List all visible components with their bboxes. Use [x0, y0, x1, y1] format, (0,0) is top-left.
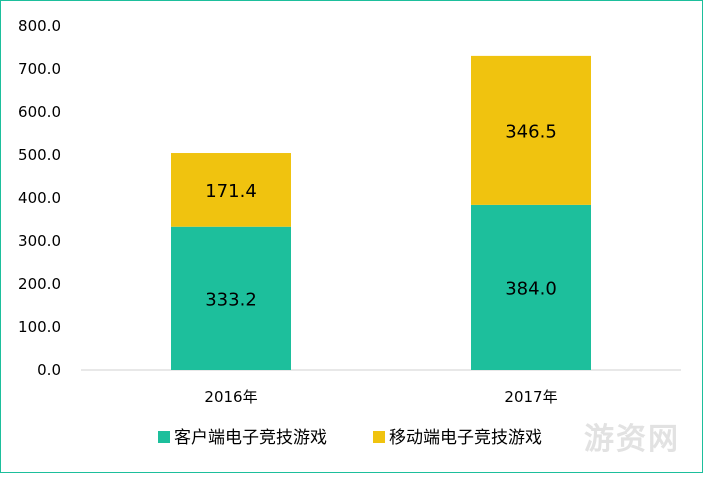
data-label: 346.5 [505, 121, 557, 142]
y-tick-label: 300.0 [18, 232, 61, 250]
y-tick-label: 100.0 [18, 318, 61, 336]
x-tick-label: 2017年 [504, 388, 557, 406]
legend-swatch [373, 431, 385, 443]
y-tick-label: 500.0 [18, 146, 61, 164]
legend: 客户端电子竞技游戏 移动端电子竞技游戏 [158, 428, 542, 448]
x-axis-labels: 2016年 2017年 [204, 388, 557, 406]
data-label: 333.2 [205, 289, 257, 310]
y-tick-label: 200.0 [18, 275, 61, 293]
bar-segment [471, 55, 591, 205]
y-tick-label: 400.0 [18, 189, 61, 207]
x-tick-label: 2016年 [204, 388, 257, 406]
y-tick-label: 800.0 [18, 17, 61, 35]
bar-segment [171, 153, 291, 227]
bar-segment [171, 226, 291, 370]
legend-label: 移动端电子竞技游戏 [389, 428, 542, 448]
y-tick-label: 700.0 [18, 60, 61, 78]
watermark: 游资网 [584, 422, 680, 457]
legend-label: 客户端电子竞技游戏 [174, 428, 327, 448]
bar-segment [471, 204, 591, 370]
data-label: 384.0 [505, 278, 557, 299]
bars: 333.2 171.4 384.0 346.5 [171, 55, 591, 370]
y-tick-label: 0.0 [37, 361, 61, 379]
y-axis-ticks: 0.0 100.0 200.0 300.0 400.0 500.0 600.0 700.0 80… [18, 17, 61, 379]
y-tick-label: 600.0 [18, 103, 61, 121]
data-label: 171.4 [205, 181, 257, 202]
legend-swatch [158, 431, 170, 443]
